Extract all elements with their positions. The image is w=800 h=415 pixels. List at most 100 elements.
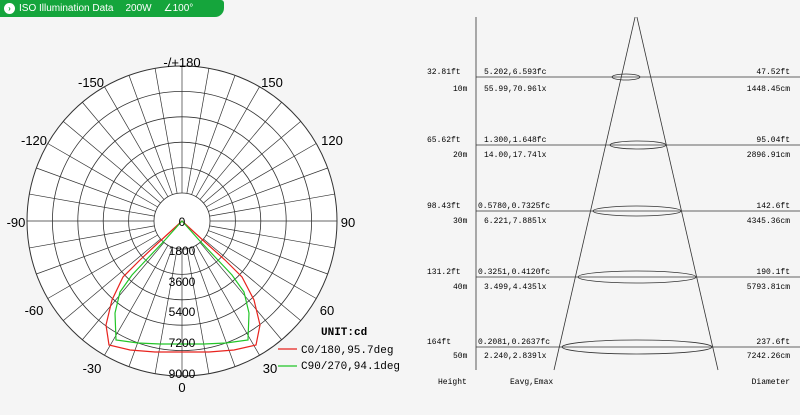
row-30m: 98.43ft 30m 0.5780,0.7325fc 6.221,7.885l… [427,202,800,226]
polar-spoke [104,86,169,197]
polar-spoke [206,234,317,299]
polar-spoke [82,242,165,340]
curve-c0-180 [105,220,261,353]
height-ft-30m: 98.43ft [427,202,461,211]
angle-label-120: 120 [321,133,343,148]
lx-10m: 55.99,70.96lx [484,85,547,94]
dia-ft-30m: 142.6ft [756,202,790,211]
beam-ellipse-30m [592,205,682,217]
polar-spoke [195,245,260,356]
height-m-40m: 40m [453,283,468,292]
polar-diagram: -/+180 -150 150 -120 120 -90 90 -60 60 -… [7,55,400,395]
illuminance-cone: 32.81ft 10m 5.202,6.593fc 55.99,70.96lx … [427,17,800,387]
height-m-20m: 20m [453,151,468,160]
cd-label-7200: 7200 [169,336,196,350]
polar-spoke [191,247,236,367]
tab-beam-angle: ∠100° [164,3,194,14]
footer-eavg-emax: Eavg,Emax [510,378,553,387]
dia-cm-10m: 1448.45cm [747,85,790,94]
polar-spoke [203,238,301,321]
cone-right-edge [636,17,719,371]
dia-ft-10m: 47.52ft [756,68,790,77]
polar-spoke [128,75,173,195]
cd-label-1800: 1800 [169,244,196,258]
row-20m: 65.62ft 20m 1.300,1.648fc 14.00,17.74lx … [427,136,800,160]
beam-ellipse-20m [609,140,667,150]
dia-cm-50m: 7242.26cm [747,352,790,361]
polar-curves [105,220,261,353]
polar-spoke [104,245,169,356]
polar-spoke [209,225,335,249]
angle-label-180: -/+180 [163,55,200,70]
tab-title: ISO Illumination Data [19,3,114,14]
angle-label-neg120: -120 [21,133,47,148]
dia-cm-40m: 5793.81cm [747,283,790,292]
legend-c0: C0/180,95.7deg [301,345,393,357]
row-40m: 131.2ft 40m 0.3251,0.4120fc 3.499,4.435l… [427,268,800,292]
angle-label-neg90: -90 [7,215,26,230]
angle-label-neg150: -150 [78,75,104,90]
polar-spoke [154,68,178,194]
polar-spoke [208,230,328,275]
angle-icon: ∠ [163,3,173,14]
cd-label-0: 0 [179,215,186,229]
angle-label-90: 90 [341,215,355,230]
lx-30m: 6.221,7.885lx [484,217,547,226]
info-icon: › [4,3,15,14]
curve-c90-270 [114,220,250,345]
height-ft-40m: 131.2ft [427,268,461,277]
beam-ellipse-40m [577,270,697,284]
polar-spoke [154,248,178,374]
chart-area: -/+180 -150 150 -120 120 -90 90 -60 60 -… [7,17,800,395]
tab-iso-illumination-data[interactable]: › ISO Illumination Data 200W ∠100° [0,0,224,17]
dia-ft-50m: 237.6ft [756,338,790,347]
polar-spoke [199,242,282,340]
lx-40m: 3.499,4.435lx [484,283,547,292]
height-m-30m: 30m [453,217,468,226]
angle-label-neg30: -30 [83,361,102,376]
cd-label-9000: 9000 [169,367,196,381]
polar-spoke [206,143,317,208]
polar-spoke [191,75,236,195]
cd-label-5400: 5400 [169,305,196,319]
tab-bar: › ISO Illumination Data 200W ∠100° [0,0,800,17]
polar-spoke [47,234,158,299]
lx-50m: 2.240,2.839lx [484,352,547,361]
fc-40m: 0.3251,0.4120fc [478,268,550,277]
cd-label-3600: 3600 [169,275,196,289]
polar-spoke [36,230,156,275]
polar-spoke [29,193,155,217]
unit-label: UNIT:cd [321,327,367,339]
height-ft-10m: 32.81ft [427,68,461,77]
polar-spoke [63,121,161,204]
height-m-10m: 10m [453,85,468,94]
dia-cm-20m: 2896.91cm [747,151,790,160]
polar-spoke [63,238,161,321]
angle-label-neg60: -60 [25,303,44,318]
polar-spoke [128,247,173,367]
polar-spoke [82,102,165,200]
angle-label-30: 30 [263,361,277,376]
row-50m: 164ft 50m 0.2081,0.2637fc 2.240,2.839lx … [427,338,800,361]
legend-c90: C90/270,94.1deg [301,361,400,373]
angle-label-150: 150 [261,75,283,90]
fc-20m: 1.300,1.648fc [484,136,547,145]
tab-beam-angle-value: 100° [172,3,194,14]
fc-50m: 0.2081,0.2637fc [478,338,550,347]
fc-30m: 0.5780,0.7325fc [478,202,550,211]
polar-spoke [195,86,260,197]
height-ft-50m: 164ft [427,338,451,347]
polar-spoke [203,121,301,204]
tab-wattage: 200W [125,3,152,14]
height-ft-20m: 65.62ft [427,136,461,145]
fc-10m: 5.202,6.593fc [484,68,547,77]
polar-spoke [47,143,158,208]
polar-spoke [36,167,156,212]
footer-height: Height [438,378,467,387]
polar-spoke [186,248,210,374]
beam-ellipse-50m [561,339,713,355]
dia-ft-20m: 95.04ft [756,136,790,145]
polar-spoke [186,68,210,194]
polar-spoke [208,167,328,212]
footer-diameter: Diameter [752,378,791,387]
